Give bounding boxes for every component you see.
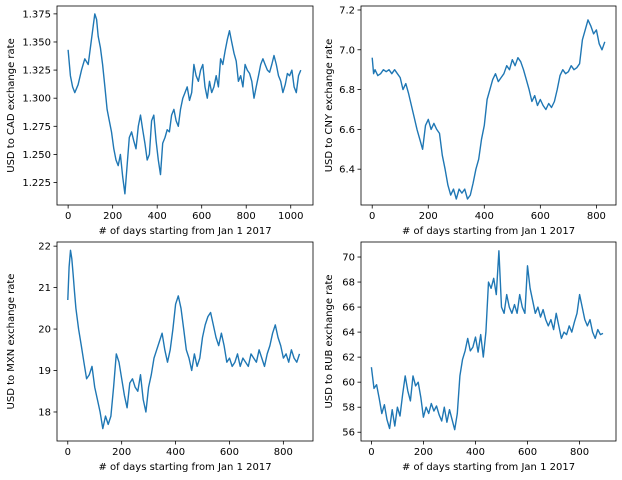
rub-y-tick-label: 66 xyxy=(342,303,355,314)
cny-x-tick-label: 0 xyxy=(369,211,375,222)
mxn-y-tick-label: 22 xyxy=(38,242,51,253)
mxn-series-line xyxy=(67,249,301,430)
mxn-x-axis-label: # of days starting from Jan 1 2017 xyxy=(98,462,271,473)
cad-plot-frame xyxy=(56,5,314,206)
cny-x-tick-label: 200 xyxy=(419,211,438,222)
mxn-y-axis-label: USD to MXN exchange rate xyxy=(6,274,17,410)
rub-x-tick-label: 200 xyxy=(414,447,433,458)
cad-x-tick-label: 200 xyxy=(103,211,122,222)
rub-x-tick-label: 600 xyxy=(518,447,537,458)
cny-x-tick-label: 400 xyxy=(475,211,494,222)
cny-x-tick-label: 600 xyxy=(531,211,550,222)
mxn-x-tick-label: 800 xyxy=(274,447,293,458)
cny-series-line xyxy=(371,19,606,200)
cny-x-tick-label: 800 xyxy=(587,211,606,222)
cny-y-tick-label: 7.0 xyxy=(339,45,355,56)
rub-y-tick-label: 60 xyxy=(342,378,355,389)
mxn-y-tick-label: 20 xyxy=(38,325,51,336)
rub-y-tick-label: 68 xyxy=(342,278,355,289)
cad-y-tick-label: 1.275 xyxy=(22,122,51,133)
rub-x-axis-label: # of days starting from Jan 1 2017 xyxy=(402,462,575,473)
rub-y-tick-label: 62 xyxy=(342,353,355,364)
cad-y-axis-label: USD to CAD exchange rate xyxy=(6,38,17,172)
mxn-y-tick-label: 18 xyxy=(38,407,51,418)
mxn-x-tick-label: 0 xyxy=(65,447,71,458)
cad-x-tick-label: 0 xyxy=(65,211,71,222)
rub-plot-frame xyxy=(360,241,617,442)
cad-x-tick-label: 600 xyxy=(192,211,211,222)
cny-x-axis-label: # of days starting from Jan 1 2017 xyxy=(402,226,575,237)
rub-y-tick-label: 70 xyxy=(342,253,355,264)
rub-series-line xyxy=(370,250,604,431)
rub-y-tick-label: 56 xyxy=(342,428,355,439)
rub-y-tick-label: 64 xyxy=(342,328,355,339)
cny-chart: 0 200 400 600 800 6.4 6.6 6.8 7.0 7.2 # of days st… xyxy=(324,5,617,237)
mxn-x-tick-label: 600 xyxy=(220,447,239,458)
cad-y-tick-label: 1.300 xyxy=(22,94,51,105)
cad-y-tick-label: 1.375 xyxy=(22,9,51,20)
rub-x-tick-label: 0 xyxy=(368,447,374,458)
rub-y-tick-label: 58 xyxy=(342,403,355,414)
rub-x-tick-label: 400 xyxy=(466,447,485,458)
cad-x-tick-label: 400 xyxy=(148,211,167,222)
cad-y-tick-label: 1.325 xyxy=(22,66,51,77)
cad-x-tick-label: 1000 xyxy=(278,211,303,222)
mxn-chart: 0 200 400 600 800 18 19 20 21 22 # of days startin… xyxy=(6,241,314,473)
rub-chart: 0 200 400 600 800 56 58 60 62 64 66 68 70 # of days s… xyxy=(324,241,617,473)
rub-y-axis-label: USD to RUB exchange rate xyxy=(324,274,335,408)
cny-y-tick-label: 7.2 xyxy=(339,5,355,16)
cad-series-line xyxy=(67,13,302,195)
rub-x-tick-label: 800 xyxy=(570,447,589,458)
cad-x-tick-label: 800 xyxy=(237,211,256,222)
mxn-plot-frame xyxy=(56,241,314,442)
cad-y-tick-label: 1.250 xyxy=(22,150,51,161)
mxn-x-tick-label: 200 xyxy=(112,447,131,458)
mxn-y-tick-label: 19 xyxy=(38,366,51,377)
mxn-x-tick-label: 400 xyxy=(166,447,185,458)
cad-y-tick-label: 1.225 xyxy=(22,178,51,189)
cad-x-axis-label: # of days starting from Jan 1 2017 xyxy=(98,226,271,237)
mxn-y-tick-label: 21 xyxy=(38,283,51,294)
cny-y-tick-label: 6.4 xyxy=(339,165,355,176)
cad-y-tick-label: 1.350 xyxy=(22,37,51,48)
cad-chart: 0 200 400 600 800 1000 1.225 1.250 1.275 1.300 1.3… xyxy=(6,5,314,237)
cny-y-tick-label: 6.8 xyxy=(339,85,355,96)
cny-y-tick-label: 6.6 xyxy=(339,125,355,136)
cny-plot-frame xyxy=(360,5,617,206)
cny-y-axis-label: USD to CNY exchange rate xyxy=(324,39,335,173)
